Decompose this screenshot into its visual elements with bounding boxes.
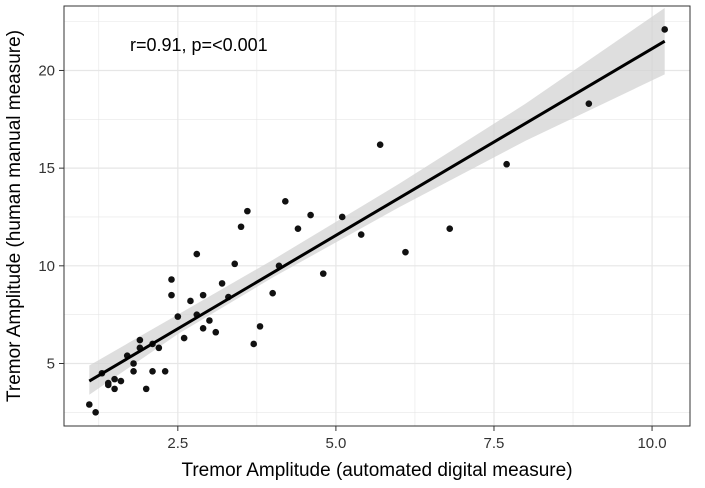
correlation-annotation: r=0.91, p=<0.001 <box>130 35 268 55</box>
data-point <box>117 377 125 385</box>
data-point <box>161 368 169 375</box>
data-point <box>136 336 144 344</box>
data-point <box>149 368 156 375</box>
data-point <box>319 270 327 277</box>
data-point <box>174 313 182 320</box>
data-point <box>294 225 302 232</box>
confidence-band <box>89 7 665 395</box>
x-tick-label: 5.0 <box>325 435 346 452</box>
data-point <box>244 207 251 215</box>
y-tick-label: 20 <box>38 62 55 79</box>
y-tick-label: 5 <box>47 355 55 372</box>
data-point <box>206 317 213 324</box>
data-point <box>130 368 137 375</box>
x-tick-label: 10.0 <box>637 435 666 452</box>
data-point <box>585 100 593 107</box>
data-point <box>218 280 226 287</box>
data-point <box>168 291 175 299</box>
x-axis-title: Tremor Amplitude (automated digital meas… <box>181 460 572 481</box>
data-point <box>199 325 207 332</box>
data-point <box>307 211 314 219</box>
data-point <box>187 297 194 305</box>
data-point <box>237 223 245 231</box>
data-point <box>376 141 384 148</box>
data-point <box>180 334 188 342</box>
data-point <box>256 323 264 330</box>
data-point <box>155 344 163 352</box>
data-point <box>104 381 112 389</box>
data-point <box>92 409 99 416</box>
data-point <box>338 213 346 221</box>
data-point <box>446 225 454 232</box>
x-tick-label: 2.5 <box>167 435 188 452</box>
data-point <box>193 250 201 258</box>
data-point <box>199 291 207 299</box>
data-point <box>357 231 365 238</box>
data-point <box>212 328 220 336</box>
data-point <box>503 160 510 168</box>
y-axis-title: Tremor Amplitude (human manual measure) <box>4 30 25 402</box>
panel-border <box>63 5 691 427</box>
regression-line <box>88 39 666 383</box>
data-point <box>661 26 669 33</box>
data-point <box>282 198 289 205</box>
data-point <box>111 375 118 383</box>
data-point <box>85 401 93 408</box>
x-tick-label: 7.5 <box>484 435 505 452</box>
y-tick-label: 15 <box>38 160 55 177</box>
data-point <box>168 276 175 283</box>
y-tick-label: 10 <box>38 258 55 275</box>
data-point <box>142 385 150 393</box>
x-axis-ticks: 2.5 5.0 7.5 10.0 <box>167 426 667 452</box>
data-point <box>269 289 276 297</box>
data-point <box>111 385 118 393</box>
data-point <box>231 260 239 268</box>
grid-major <box>64 6 690 426</box>
y-axis-ticks: 5 10 15 20 <box>38 62 64 372</box>
data-point <box>130 360 137 367</box>
data-point <box>250 340 257 348</box>
data-point <box>402 248 409 256</box>
